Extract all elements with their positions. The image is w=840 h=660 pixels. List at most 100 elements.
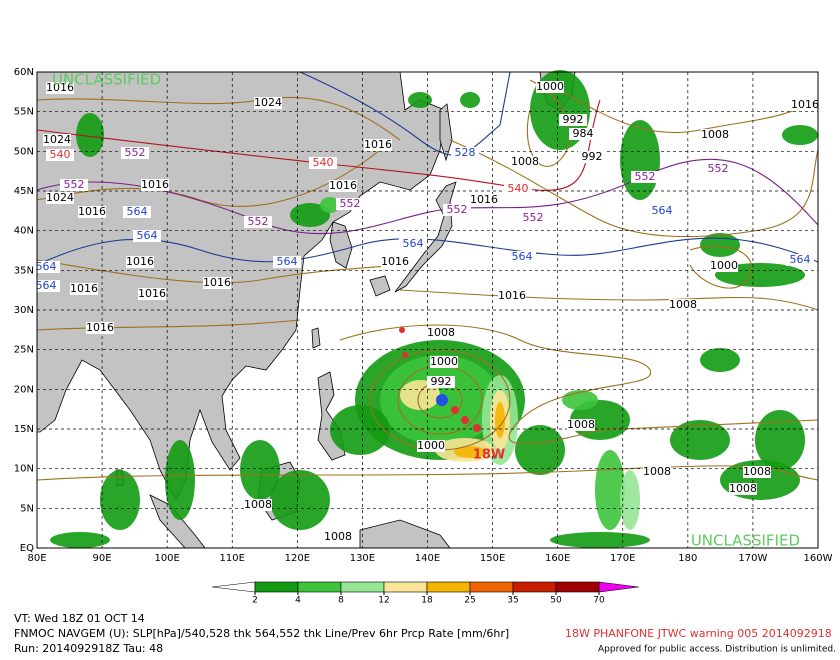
label-bg [451,147,479,159]
label-bg [273,256,301,268]
precip-area [240,440,280,500]
label-bg [710,260,738,272]
contour-label: 1016 [498,289,526,302]
label-bg [648,205,676,217]
colorbar-tick-label: 8 [338,596,344,606]
land-asia [36,71,446,501]
thickness-540 [36,99,601,191]
contour-label: 564 [36,279,57,292]
isobar [449,139,819,238]
label-bg [86,322,114,334]
contour-label: 992 [563,113,584,126]
contour-label: 552 [708,162,729,175]
contour-label: 1000 [417,439,445,452]
precip-area [595,450,625,530]
label-bg [70,283,98,295]
contour-label: 1016 [329,179,357,192]
contour-label: 1016 [126,255,154,268]
label-bg [427,376,455,388]
contour-label: 564 [277,255,298,268]
label-bg [791,99,819,111]
lat-label: 60N [14,67,34,78]
colorbar-tick-label: 25 [464,596,475,606]
contour-label: 1008 [669,298,697,311]
label-bg [427,327,455,339]
contour-label: 564 [127,205,148,218]
lon-label: 130E [350,553,375,564]
label-bg [443,204,471,216]
precip-area [562,390,598,410]
isobar [689,245,753,289]
label-bg [643,466,671,478]
colorbar-bin [426,581,471,593]
storm-label: 18W [473,448,505,463]
label-bg [46,192,74,204]
land-korea [329,221,353,269]
label-bg [364,139,392,151]
contour-label: 1016 [141,178,169,191]
contour-label: 564 [512,250,533,263]
lat-label: 30N [14,305,34,316]
label-bg [138,288,166,300]
precip-area [620,470,640,530]
lon-label: 150E [480,553,505,564]
label-bg [417,440,445,452]
label-bg [309,157,337,169]
isobar [559,89,819,134]
contour-label: 1016 [46,81,74,94]
contour-label: 1016 [791,98,819,111]
contour-label: 552 [447,203,468,216]
label-bg [508,251,536,263]
label-bg [121,147,149,159]
label-bg [704,163,732,175]
contour-label: 1016 [86,321,114,334]
label-bg [60,179,88,191]
label-bg [430,356,458,368]
map-frame [36,71,819,549]
precip-area [270,470,330,530]
isobar [339,324,819,445]
contour-label: 552 [635,170,656,183]
contour-label: 552 [523,211,544,224]
contour-label: 528 [455,146,476,159]
contour-label: 564 [652,204,673,217]
land-taiwan [311,327,321,349]
colorbar: 2 4 8 12 18 25 35 50 70 [211,581,640,606]
contour-label: 1008 [244,498,272,511]
lon-label: 120E [285,553,310,564]
land-sakhalin [439,103,453,162]
run-time: Run: 2014092918Z Tau: 48 [14,642,163,655]
lon-label: 110E [220,553,245,564]
label-bg [567,419,595,431]
precip-area [454,446,486,458]
contour-label: 552 [64,178,85,191]
label-bg [324,531,352,543]
lon-label: 170E [610,553,635,564]
warning-info: 18W PHANFONE JTWC warning 005 2014092918 [565,627,832,640]
colorbar-tick-label: 4 [295,596,301,606]
lon-label: 160E [545,553,570,564]
label-bg [32,261,60,273]
precip-area [670,420,730,460]
contour-label: 552 [340,197,361,210]
contour-label: 1000 [536,80,564,93]
label-bg [46,82,74,94]
label-bg [141,179,169,191]
precip-area [330,405,390,455]
label-bg [536,81,564,93]
precip-area [50,532,110,548]
contour-label: 1008 [643,465,671,478]
colorbar-bin [340,581,385,593]
colorbar-tick-label: 50 [550,596,562,606]
colorbar-bin [383,581,428,593]
label-bg [498,290,526,302]
classification-banner: UNCLASSIFIED [691,532,800,550]
lat-label: 10N [14,464,34,475]
isobar [36,259,401,284]
label-bg [123,206,151,218]
lon-label: 140E [415,553,440,564]
precip-area [755,410,805,470]
contour-label: 540 [508,182,529,195]
precip-area [620,120,660,200]
